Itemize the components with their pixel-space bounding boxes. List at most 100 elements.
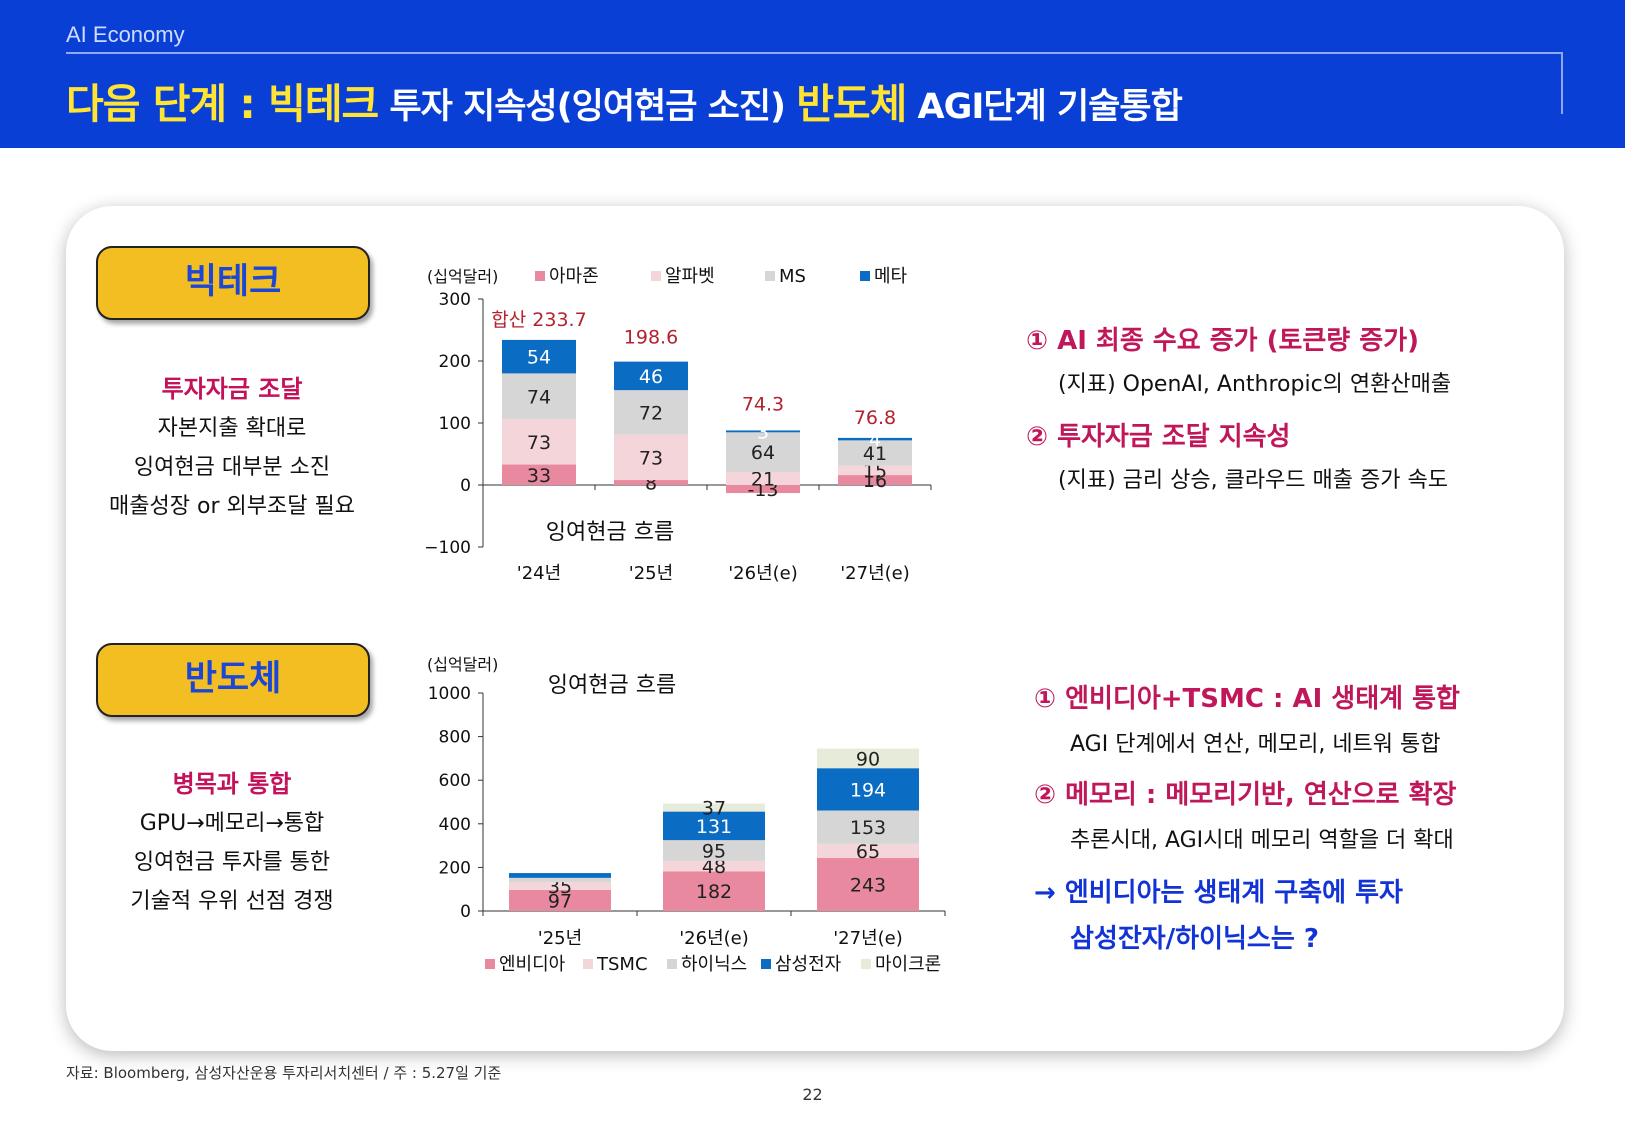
bar-value-label: 153 (850, 817, 886, 839)
legend-label: TSMC (596, 954, 648, 975)
bar-segment (838, 437, 912, 441)
legend-swatch (861, 959, 871, 969)
legend-swatch (761, 959, 771, 969)
semi-line: 잉여현금 투자를 통한 (133, 850, 331, 875)
category-label: '26년(e) (728, 563, 798, 584)
bar-value-label: 64 (751, 442, 775, 464)
y-tick-label: 1000 (428, 684, 471, 704)
bigtech-point-1-desc-wrap: (지표) OpenAI, Anthropic의 연환산매출 (1058, 366, 1451, 398)
chart-title: 잉여현금 흐름 (548, 673, 676, 698)
bar-segment (614, 434, 688, 481)
semi-pill: 반도체 (96, 643, 370, 717)
y-tick-label: 200 (439, 352, 471, 372)
legend-swatch (765, 271, 775, 281)
legend-label: 삼성전자 (775, 954, 842, 975)
y-tick-label: 200 (439, 858, 471, 878)
bar-segment (663, 803, 765, 812)
legend-label: 메타 (874, 266, 908, 287)
category-label: '26년(e) (679, 928, 749, 949)
bar-value-label: 74 (527, 386, 551, 408)
bar-segment (663, 840, 765, 861)
semi-heading: 병목과 통합 (172, 770, 292, 798)
semi-conclusion-2: 삼성잔자/하이닉스는 ? (1070, 918, 1319, 955)
semi-point-1-desc-wrap: AGI 단계에서 연산, 메모리, 네트워 통합 (1070, 726, 1441, 758)
bar-segment (663, 811, 765, 841)
bigtech-line: 매출성장 or 외부조달 필요 (109, 494, 355, 519)
title-part-yellow-1: 다음 단계 : 빅테크 (66, 80, 379, 128)
bar-segment (502, 373, 576, 420)
bar-value-label: 37 (702, 798, 726, 820)
legend-label: 아마존 (549, 266, 599, 287)
bar-segment (838, 475, 912, 485)
bar-segment (502, 419, 576, 465)
y-tick-label: −100 (424, 538, 471, 558)
bar-segment (817, 810, 919, 844)
y-tick-label: 400 (439, 815, 471, 835)
bar-value-label: 15 (863, 460, 887, 482)
bar-segment (614, 361, 688, 391)
bar-segment (509, 873, 611, 878)
y-tick-label: 300 (439, 290, 471, 310)
y-tick-label: 0 (460, 476, 471, 496)
bar-value-label: 3 (757, 421, 769, 443)
category-label: '25년 (538, 928, 582, 949)
bar-value-label: 73 (639, 447, 663, 469)
legend-swatch (667, 959, 677, 969)
bar-value-label: 33 (527, 465, 551, 487)
legend-swatch (860, 271, 870, 281)
bar-value-label: 97 (548, 890, 572, 912)
category-label: '24년 (517, 563, 561, 584)
bar-value-label: 65 (856, 841, 880, 863)
y-tick-label: 0 (460, 902, 471, 922)
bar-value-label: 54 (527, 347, 551, 369)
bar-segment (838, 465, 912, 476)
legend-label: 엔비디아 (499, 954, 566, 975)
semi-point-2: ② 메모리 : 메모리기반, 연산으로 확장 (1034, 774, 1456, 811)
semi-line: 기술적 우위 선점 경쟁 (130, 889, 334, 914)
bigtech-point-2-desc: (지표) 금리 상승, 클라우드 매출 증가 속도 (1058, 468, 1448, 493)
total-label: 198.6 (624, 327, 678, 349)
semi-conclusion-line-1: → 엔비디아는 생태계 구축에 투자 (1034, 878, 1403, 908)
bar-segment (817, 748, 919, 769)
unit-label: (십억달러) (427, 267, 498, 286)
bigtech-point-2-title: ② 투자자금 조달 지속성 (1026, 422, 1291, 452)
title-part-white-1: 투자 지속성(잉여현금 소진) (378, 87, 797, 127)
bar-segment (726, 432, 800, 472)
title-part-white-2: AGI단계 기술통합 (906, 87, 1183, 127)
section-subtitle: AI Economy (66, 22, 185, 47)
bar-value-label: 72 (639, 402, 663, 424)
bigtech-point-1-title: ① AI 최종 수요 증가 (토큰량 증가) (1026, 326, 1420, 356)
legend-swatch (535, 271, 545, 281)
legend-swatch (485, 959, 495, 969)
bar-value-label: 41 (863, 443, 887, 465)
semi-point-1-desc: AGI 단계에서 연산, 메모리, 네트워 통합 (1070, 732, 1441, 757)
source-note: 자료: Bloomberg, 삼성자산운용 투자리서치센터 / 주 : 5.27… (66, 1064, 502, 1082)
bigtech-line: 잉여현금 대부분 소진 (133, 455, 331, 480)
bigtech-heading: 투자자금 조달 (161, 375, 303, 403)
bar-value-label: 243 (850, 875, 886, 897)
bar-segment (817, 843, 919, 859)
bigtech-line: 자본지출 확대로 (157, 416, 307, 441)
bar-segment (663, 871, 765, 911)
bar-value-label: 95 (702, 841, 726, 863)
semi-conclusion-1: → 엔비디아는 생태계 구축에 투자 (1034, 872, 1403, 909)
header-rule-vertical (1561, 52, 1563, 114)
bar-segment (614, 390, 688, 435)
legend-label: MS (779, 266, 806, 287)
bigtech-point-1: ① AI 최종 수요 증가 (토큰량 증가) (1026, 320, 1419, 357)
bar-value-label: 90 (856, 748, 880, 770)
chart-title: 잉여현금 흐름 (546, 520, 674, 545)
unit-label: (십억달러) (427, 655, 498, 674)
bar-segment (502, 464, 576, 485)
bar-segment (509, 882, 611, 890)
bigtech-point-2: ② 투자자금 조달 지속성 (1026, 416, 1290, 453)
bar-segment (726, 430, 800, 433)
bar-segment (838, 440, 912, 466)
bar-segment (817, 768, 919, 811)
bar-segment (817, 858, 919, 911)
legend-label: 알파벳 (665, 266, 715, 287)
bar-value-label: 194 (850, 779, 886, 801)
bar-segment (663, 860, 765, 872)
semi-point-2-desc: 추론시대, AGI시대 메모리 역할을 더 확대 (1070, 828, 1454, 853)
category-label: '25년 (629, 563, 673, 584)
